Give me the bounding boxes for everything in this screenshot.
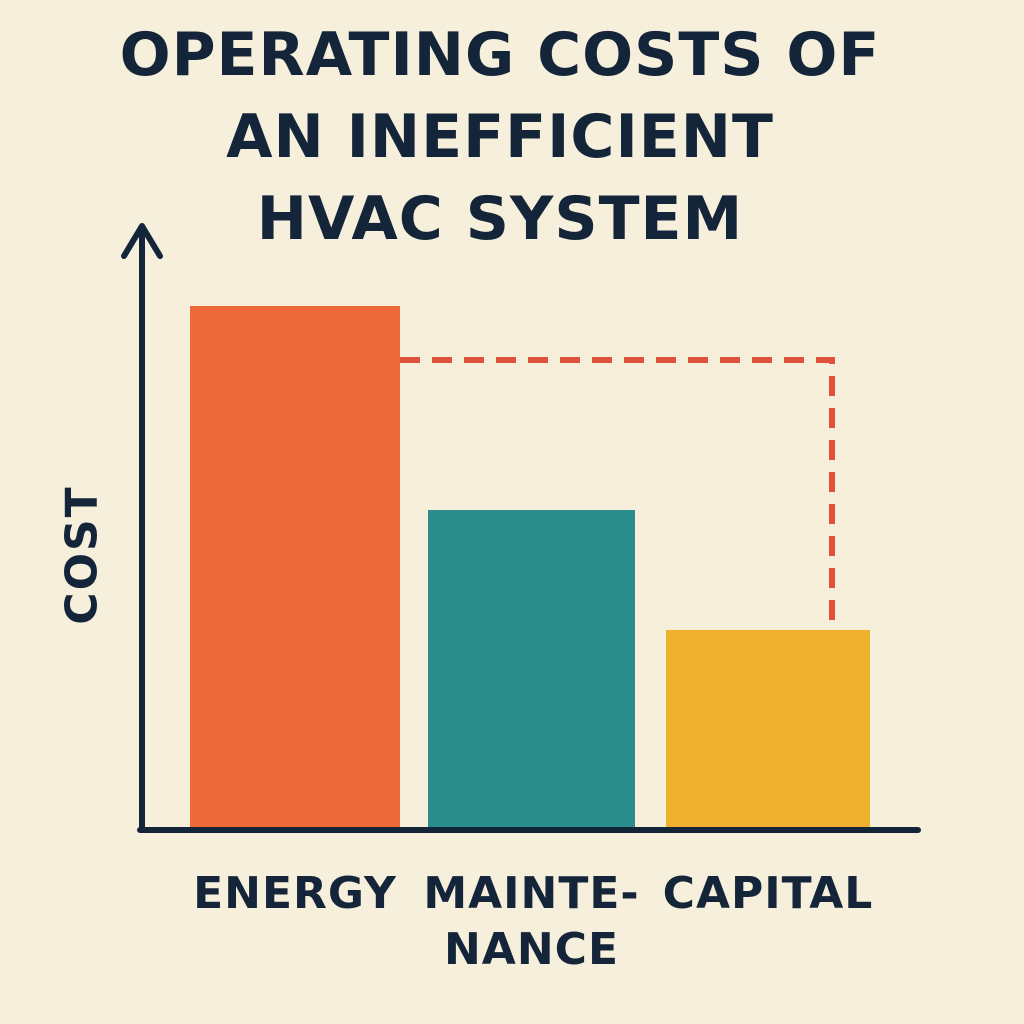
bar	[428, 510, 635, 828]
x-tick-label: MAINTE- NANCE	[423, 868, 640, 975]
bar	[190, 306, 400, 828]
bar	[666, 630, 870, 828]
chart-title: OPERATING COSTS OF AN INEFFICIENT HVAC S…	[119, 20, 881, 254]
x-tick-label: CAPITAL	[662, 868, 874, 919]
x-tick-label: ENERGY	[193, 868, 397, 919]
y-axis-label: COST	[56, 485, 108, 625]
y-axis-arrow	[121, 223, 163, 259]
reference-line	[400, 357, 835, 630]
